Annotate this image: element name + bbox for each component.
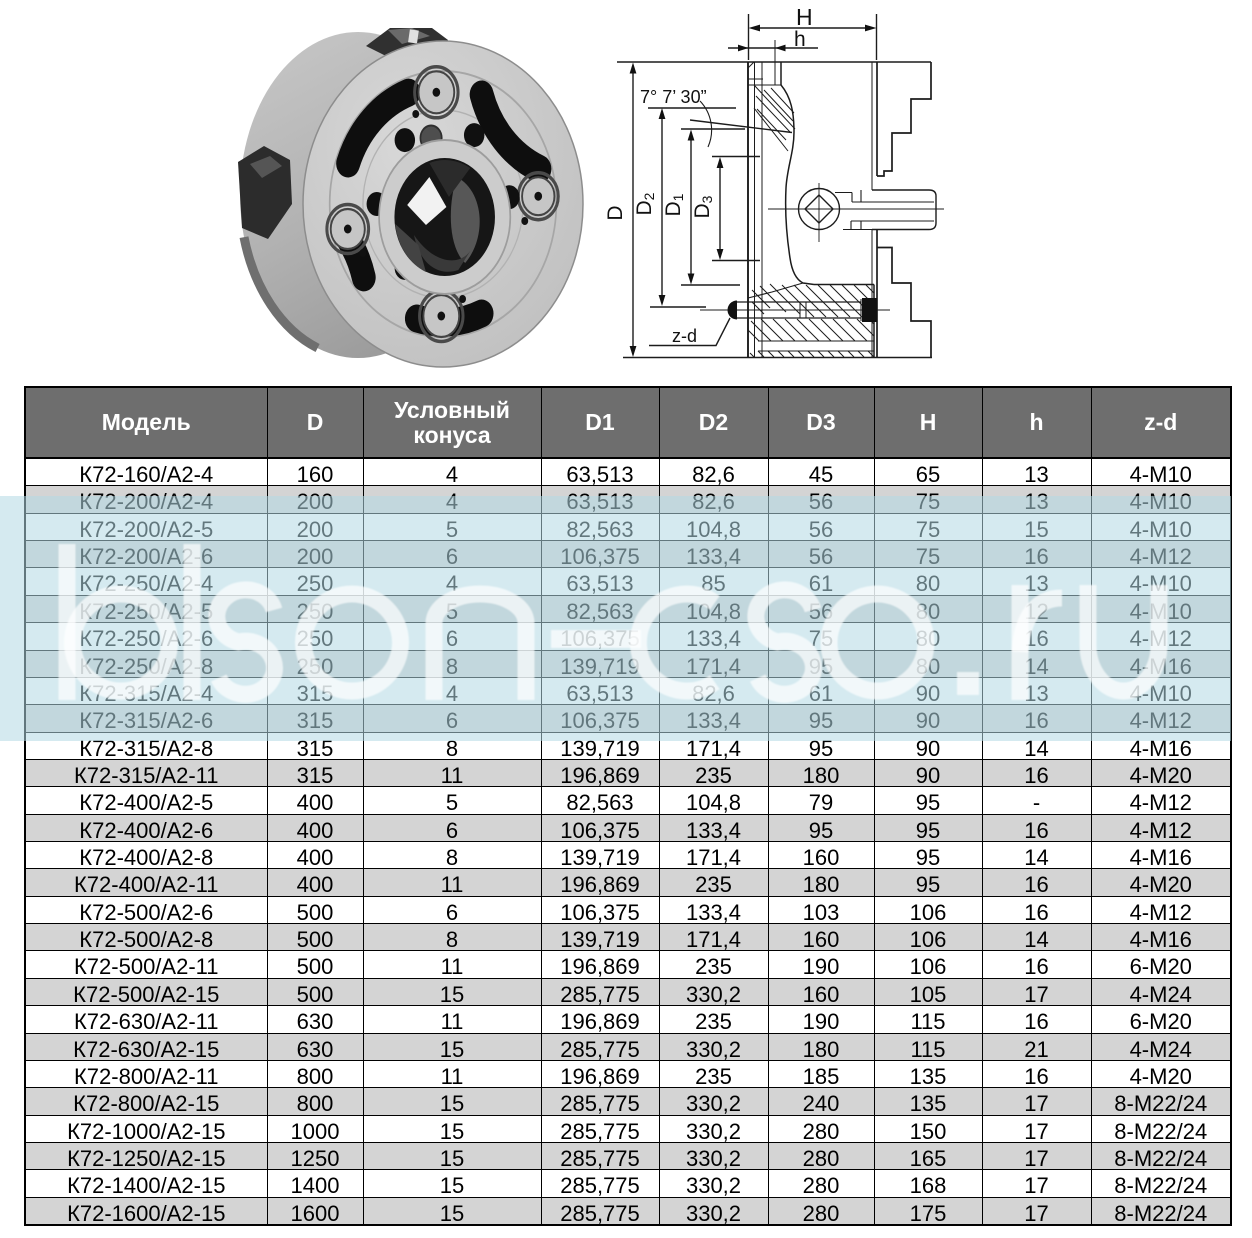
svg-text:h: h <box>794 28 806 51</box>
svg-text:D: D <box>604 205 627 220</box>
svg-text:H: H <box>796 4 813 30</box>
svg-text:7° 7’ 30”: 7° 7’ 30” <box>640 87 707 107</box>
svg-text:D1: D1 <box>662 193 686 216</box>
svg-text:D3: D3 <box>691 195 715 218</box>
svg-text:z-d: z-d <box>672 326 697 346</box>
svg-text:D2: D2 <box>633 192 657 215</box>
